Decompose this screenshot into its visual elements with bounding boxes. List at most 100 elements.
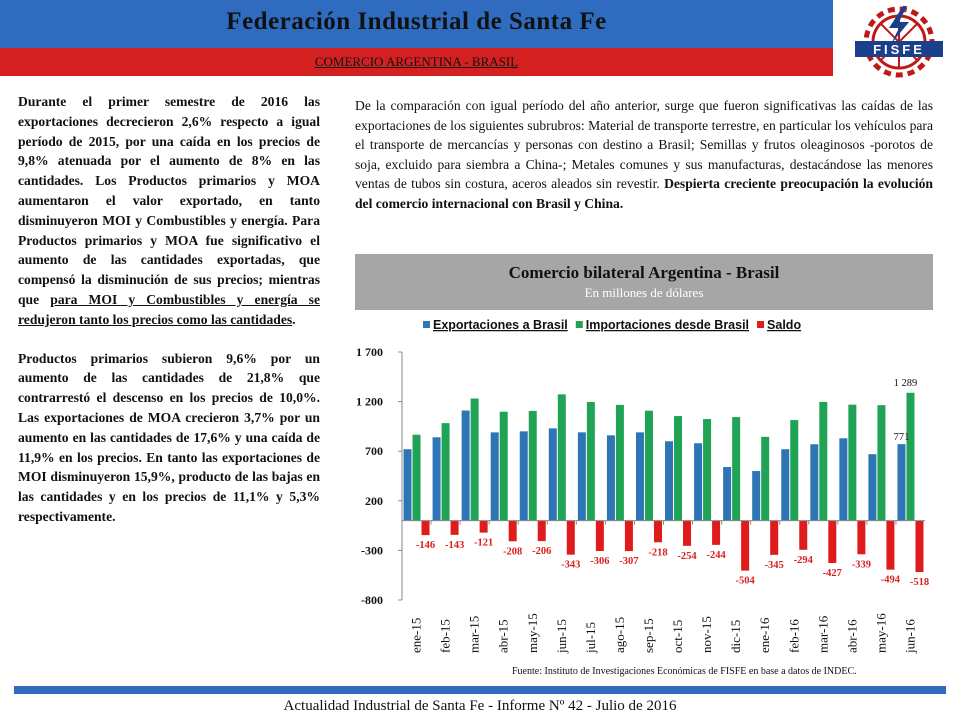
x-tick-label: feb-15	[438, 619, 453, 653]
left-p1-underlined: para MOI y Combustibles y energía se red…	[18, 291, 320, 327]
bar-exportaciones	[810, 444, 819, 521]
bar-exportaciones	[752, 471, 761, 521]
footer-text: Actualidad Industrial de Santa Fe - Info…	[283, 698, 677, 714]
y-tick-label: 1 700	[356, 345, 383, 359]
saldo-data-label: -143	[445, 540, 464, 551]
bar-saldo	[683, 520, 692, 546]
bar-exportaciones	[548, 428, 557, 521]
source-note: Fuente: Instituto de Investigaciones Eco…	[512, 666, 857, 677]
bar-saldo	[857, 520, 866, 555]
bar-importaciones	[790, 420, 799, 521]
bar-exportaciones	[897, 444, 906, 521]
saldo-data-label: -208	[503, 546, 522, 557]
bar-importaciones	[848, 404, 857, 521]
saldo-data-label: -121	[474, 538, 493, 549]
bar-saldo	[479, 520, 488, 533]
page-subtitle: COMERCIO ARGENTINA - BRASIL	[314, 54, 519, 69]
saldo-data-label: -206	[532, 546, 551, 557]
saldo-data-label: -254	[677, 551, 697, 562]
bar-importaciones	[586, 401, 595, 521]
header-bar	[0, 0, 833, 48]
bar-saldo	[566, 520, 575, 555]
bar-exportaciones	[781, 449, 790, 521]
x-tick-label: ene-15	[409, 618, 424, 653]
bar-saldo	[770, 520, 779, 555]
left-column-text: Durante el primer semestre de 2016 las e…	[18, 92, 320, 527]
bar-importaciones	[703, 419, 712, 521]
saldo-data-label: -294	[794, 555, 814, 566]
x-tick-label: abr-15	[496, 619, 511, 653]
right-text-body: De la comparación con igual período del …	[355, 98, 933, 192]
y-tick-label: 700	[365, 444, 383, 458]
bar-importaciones	[470, 398, 479, 521]
x-tick-label: feb-16	[786, 619, 801, 653]
bar-exportaciones	[665, 441, 674, 521]
bar-importaciones	[674, 416, 683, 521]
bar-exportaciones	[839, 438, 848, 521]
saldo-data-label: -339	[852, 559, 871, 570]
page-title: Federación Industrial de Santa Fe	[226, 8, 607, 35]
chart-unit-label: En millones de dólares	[584, 285, 704, 300]
bilateral-trade-chart: Exportaciones a Brasil Importaciones desd…	[356, 318, 929, 654]
bar-importaciones	[499, 411, 508, 521]
bar-saldo	[421, 520, 430, 536]
bar-importaciones	[441, 423, 450, 521]
legend-label-2: Saldo	[767, 318, 801, 332]
x-tick-label: dic-15	[728, 620, 743, 653]
importaciones-data-label: 1 289	[894, 378, 918, 389]
y-tick-label: -300	[361, 543, 383, 557]
saldo-data-label: -345	[765, 560, 784, 571]
bar-exportaciones	[577, 432, 586, 521]
bar-importaciones	[906, 392, 915, 521]
legend-swatch-0	[423, 321, 430, 328]
footer-bar	[14, 686, 946, 694]
right-text-bold: Despierta creciente preocupación la evol…	[355, 176, 933, 211]
saldo-data-label: -218	[648, 547, 667, 558]
saldo-data-label: -504	[736, 576, 756, 587]
logo-banner	[855, 41, 943, 57]
x-tick-label: jul-15	[583, 622, 598, 654]
bar-saldo	[886, 520, 895, 570]
left-p1-part-c: .	[292, 311, 296, 327]
x-tick-label: mar-16	[815, 615, 830, 653]
lightning-icon	[889, 6, 909, 44]
x-tick-label: nov-15	[699, 616, 714, 653]
x-tick-label: sep-15	[641, 618, 656, 653]
legend-swatch-1	[575, 321, 583, 328]
saldo-data-label: -307	[619, 556, 638, 567]
bar-importaciones	[412, 434, 421, 521]
bar-importaciones	[615, 404, 624, 521]
subheader-bar	[0, 48, 833, 76]
bar-saldo	[537, 520, 546, 542]
y-tick-label: -800	[361, 593, 383, 607]
saldo-data-label: -343	[561, 560, 580, 571]
saldo-data-label: -244	[706, 550, 726, 561]
right-column-text: De la comparación con igual período del …	[355, 96, 933, 214]
bar-importaciones	[732, 417, 741, 521]
bar-saldo	[741, 520, 750, 571]
saldo-data-label: -427	[823, 568, 842, 579]
bar-exportaciones	[723, 467, 732, 521]
exportaciones-data-label: 771	[894, 432, 910, 443]
bar-saldo	[624, 520, 633, 552]
bar-saldo	[712, 520, 721, 545]
x-tick-label: jun-16	[902, 619, 917, 654]
bar-exportaciones	[432, 437, 441, 521]
bar-importaciones	[644, 410, 653, 521]
bar-saldo	[508, 520, 517, 542]
saldo-data-label: -306	[590, 556, 609, 567]
bar-exportaciones	[606, 435, 615, 521]
x-tick-label: abr-16	[844, 619, 859, 653]
bar-saldo	[653, 520, 662, 543]
legend-swatch-2	[757, 321, 765, 328]
bar-saldo	[828, 520, 837, 563]
x-tick-label: mar-15	[467, 616, 482, 653]
bar-saldo	[799, 520, 808, 550]
left-paragraph-1: Durante el primer semestre de 2016 las e…	[18, 92, 320, 330]
saldo-data-label: -518	[910, 577, 929, 588]
saldo-data-label: -494	[881, 575, 901, 586]
legend-label-0: Exportaciones a Brasil	[433, 318, 568, 332]
bar-saldo	[450, 520, 459, 535]
bar-exportaciones	[519, 431, 528, 521]
bar-saldo	[595, 520, 604, 551]
